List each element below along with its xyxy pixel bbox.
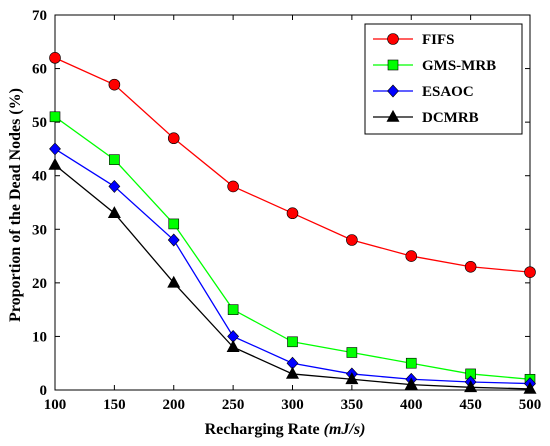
series-fifs xyxy=(49,52,536,278)
legend-marker xyxy=(386,109,400,122)
series-line xyxy=(54,164,531,390)
series-layer xyxy=(48,52,537,394)
data-point xyxy=(464,260,477,273)
y-tick-label: 0 xyxy=(40,383,48,399)
legend-marker xyxy=(387,33,399,45)
x-tick-label: 250 xyxy=(222,397,245,413)
x-tick-label: 150 xyxy=(103,397,126,413)
data-point xyxy=(346,347,358,358)
legend-item: GMS-MRB xyxy=(373,58,496,74)
data-point xyxy=(168,218,180,230)
data-point xyxy=(286,207,299,220)
y-tick-label: 10 xyxy=(32,329,47,345)
x-tick-label: 400 xyxy=(400,397,423,413)
data-point xyxy=(285,366,300,379)
data-point xyxy=(107,206,121,219)
data-point xyxy=(227,180,239,193)
x-tick-label: 100 xyxy=(44,397,67,413)
data-point xyxy=(167,233,180,247)
data-point xyxy=(48,157,62,170)
series-esaoc xyxy=(49,142,536,391)
data-point xyxy=(287,336,298,348)
x-tick-label: 300 xyxy=(281,397,304,413)
series-gms-mrb xyxy=(49,111,536,385)
data-point xyxy=(109,154,120,165)
data-point xyxy=(167,132,180,145)
legend-label: ESAOC xyxy=(422,84,474,100)
x-tick-label: 350 xyxy=(341,397,364,413)
y-tick-label: 20 xyxy=(32,276,47,292)
data-point xyxy=(49,142,61,156)
legend: FIFS GMS-MRB ESAOC DCMRB xyxy=(364,23,523,135)
x-tick-label: 450 xyxy=(459,397,482,413)
data-point xyxy=(49,52,61,64)
data-point xyxy=(108,78,121,91)
y-tick-label: 50 xyxy=(32,115,47,131)
legend-item: FIFS xyxy=(373,32,455,48)
y-axis-title: Proportion of the Dead Nodes (%) xyxy=(7,88,24,322)
legend-label: DCMRB xyxy=(422,110,479,126)
series-line xyxy=(54,148,531,385)
data-point xyxy=(108,179,121,193)
data-point xyxy=(167,275,181,288)
legend-label: FIFS xyxy=(422,32,455,48)
data-point xyxy=(405,250,418,262)
x-tick-label: 500 xyxy=(519,397,542,413)
legend-label: GMS-MRB xyxy=(422,58,496,74)
x-axis-title: Recharging Rate (mJ/s) xyxy=(205,421,366,438)
data-point xyxy=(346,234,358,246)
ticks: 100 150 200 250 300 350 400 450 500 0 10 20 30 40 50 60… xyxy=(32,8,541,413)
data-point xyxy=(524,266,536,278)
y-tick-label: 70 xyxy=(32,8,47,24)
legend-marker xyxy=(387,59,399,71)
legend-marker xyxy=(387,84,399,98)
data-point xyxy=(226,340,240,352)
y-tick-label: 30 xyxy=(32,222,47,238)
legend-item: DCMRB xyxy=(373,109,479,126)
data-point xyxy=(405,357,417,369)
y-tick-label: 40 xyxy=(32,169,47,185)
y-tick-label: 60 xyxy=(32,62,47,78)
data-point xyxy=(345,372,359,385)
x-tick-label: 200 xyxy=(163,397,186,413)
data-point xyxy=(49,111,61,123)
legend-item: ESAOC xyxy=(373,84,474,100)
data-point xyxy=(227,304,239,315)
